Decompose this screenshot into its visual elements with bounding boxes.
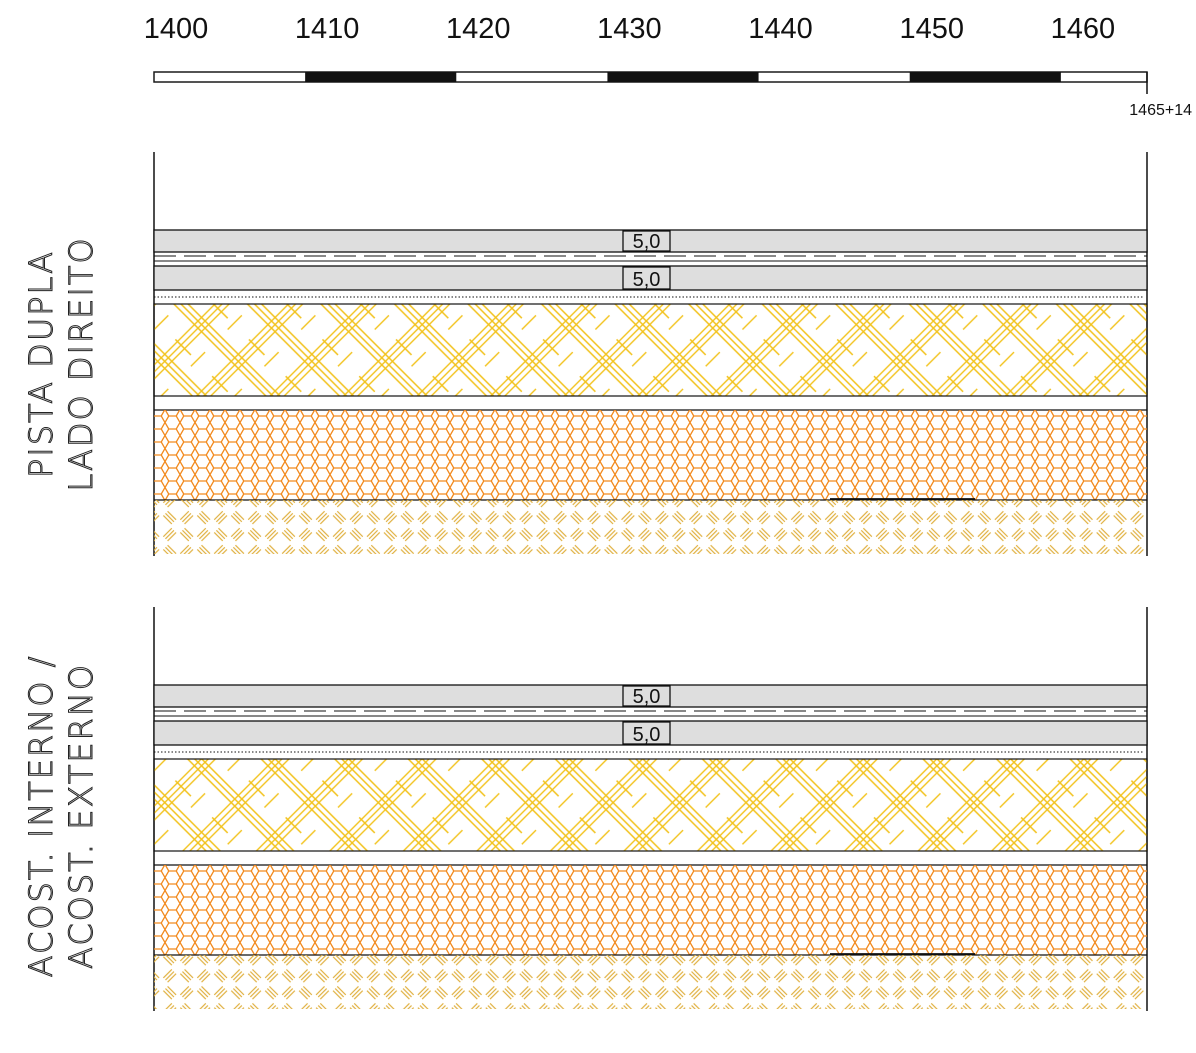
panel-label-line1: PISTA DUPLA [22,250,60,478]
thickness-label: 5,0 [633,269,661,291]
asphalt-layer [153,684,1148,708]
scale-tick-label: 1440 [748,13,813,45]
base-layer [153,303,1148,397]
subgrade-layer [154,500,1147,554]
base-layer [153,758,1148,852]
scale-bar-segment [909,72,1061,82]
panel-label-line1: ACOST. INTERNO / [22,655,60,978]
scale-tick-label: 1460 [1051,13,1116,45]
subgrade-layer [154,955,1147,1009]
thickness-label: 5,0 [633,724,661,746]
scale-bar-segment [305,72,457,82]
pavement-panel: PISTA DUPLA LADO DIREITO 5,0 5,0 [22,152,1148,556]
scale-bar-segment [607,72,759,82]
asphalt-layer [153,229,1148,253]
panel-side-label: PISTA DUPLA LADO DIREITO [22,236,101,492]
pavement-panel: ACOST. INTERNO / ACOST. EXTERNO 5,0 5,0 [22,607,1148,1011]
scale-tick-label: 1420 [446,13,511,45]
scale-end-label: 1465+14 [1129,102,1192,119]
thickness-box [622,230,671,252]
panel-side-label: ACOST. INTERNO / ACOST. EXTERNO [22,654,101,978]
panel-label-line2: LADO DIREITO [62,236,100,491]
scale-tick-label: 1430 [597,13,662,45]
thickness-label: 5,0 [633,231,661,253]
scale-tick-label: 1400 [144,13,209,45]
scale-tick-label: 1450 [899,13,964,45]
asphalt-layer [153,720,1148,746]
scale-tick-label: 1410 [295,13,360,45]
station-scale-bar: 1400 1410 1420 1430 1440 1450 1460 1465+14 [144,13,1192,119]
thickness-label: 5,0 [633,686,661,708]
thickness-box [622,721,671,745]
panel-label-line2: ACOST. EXTERNO [62,663,100,969]
subbase-layer [154,410,1147,500]
subbase-layer [154,865,1147,955]
thickness-box [622,685,671,707]
asphalt-layer [153,265,1148,291]
thickness-box [622,266,671,290]
